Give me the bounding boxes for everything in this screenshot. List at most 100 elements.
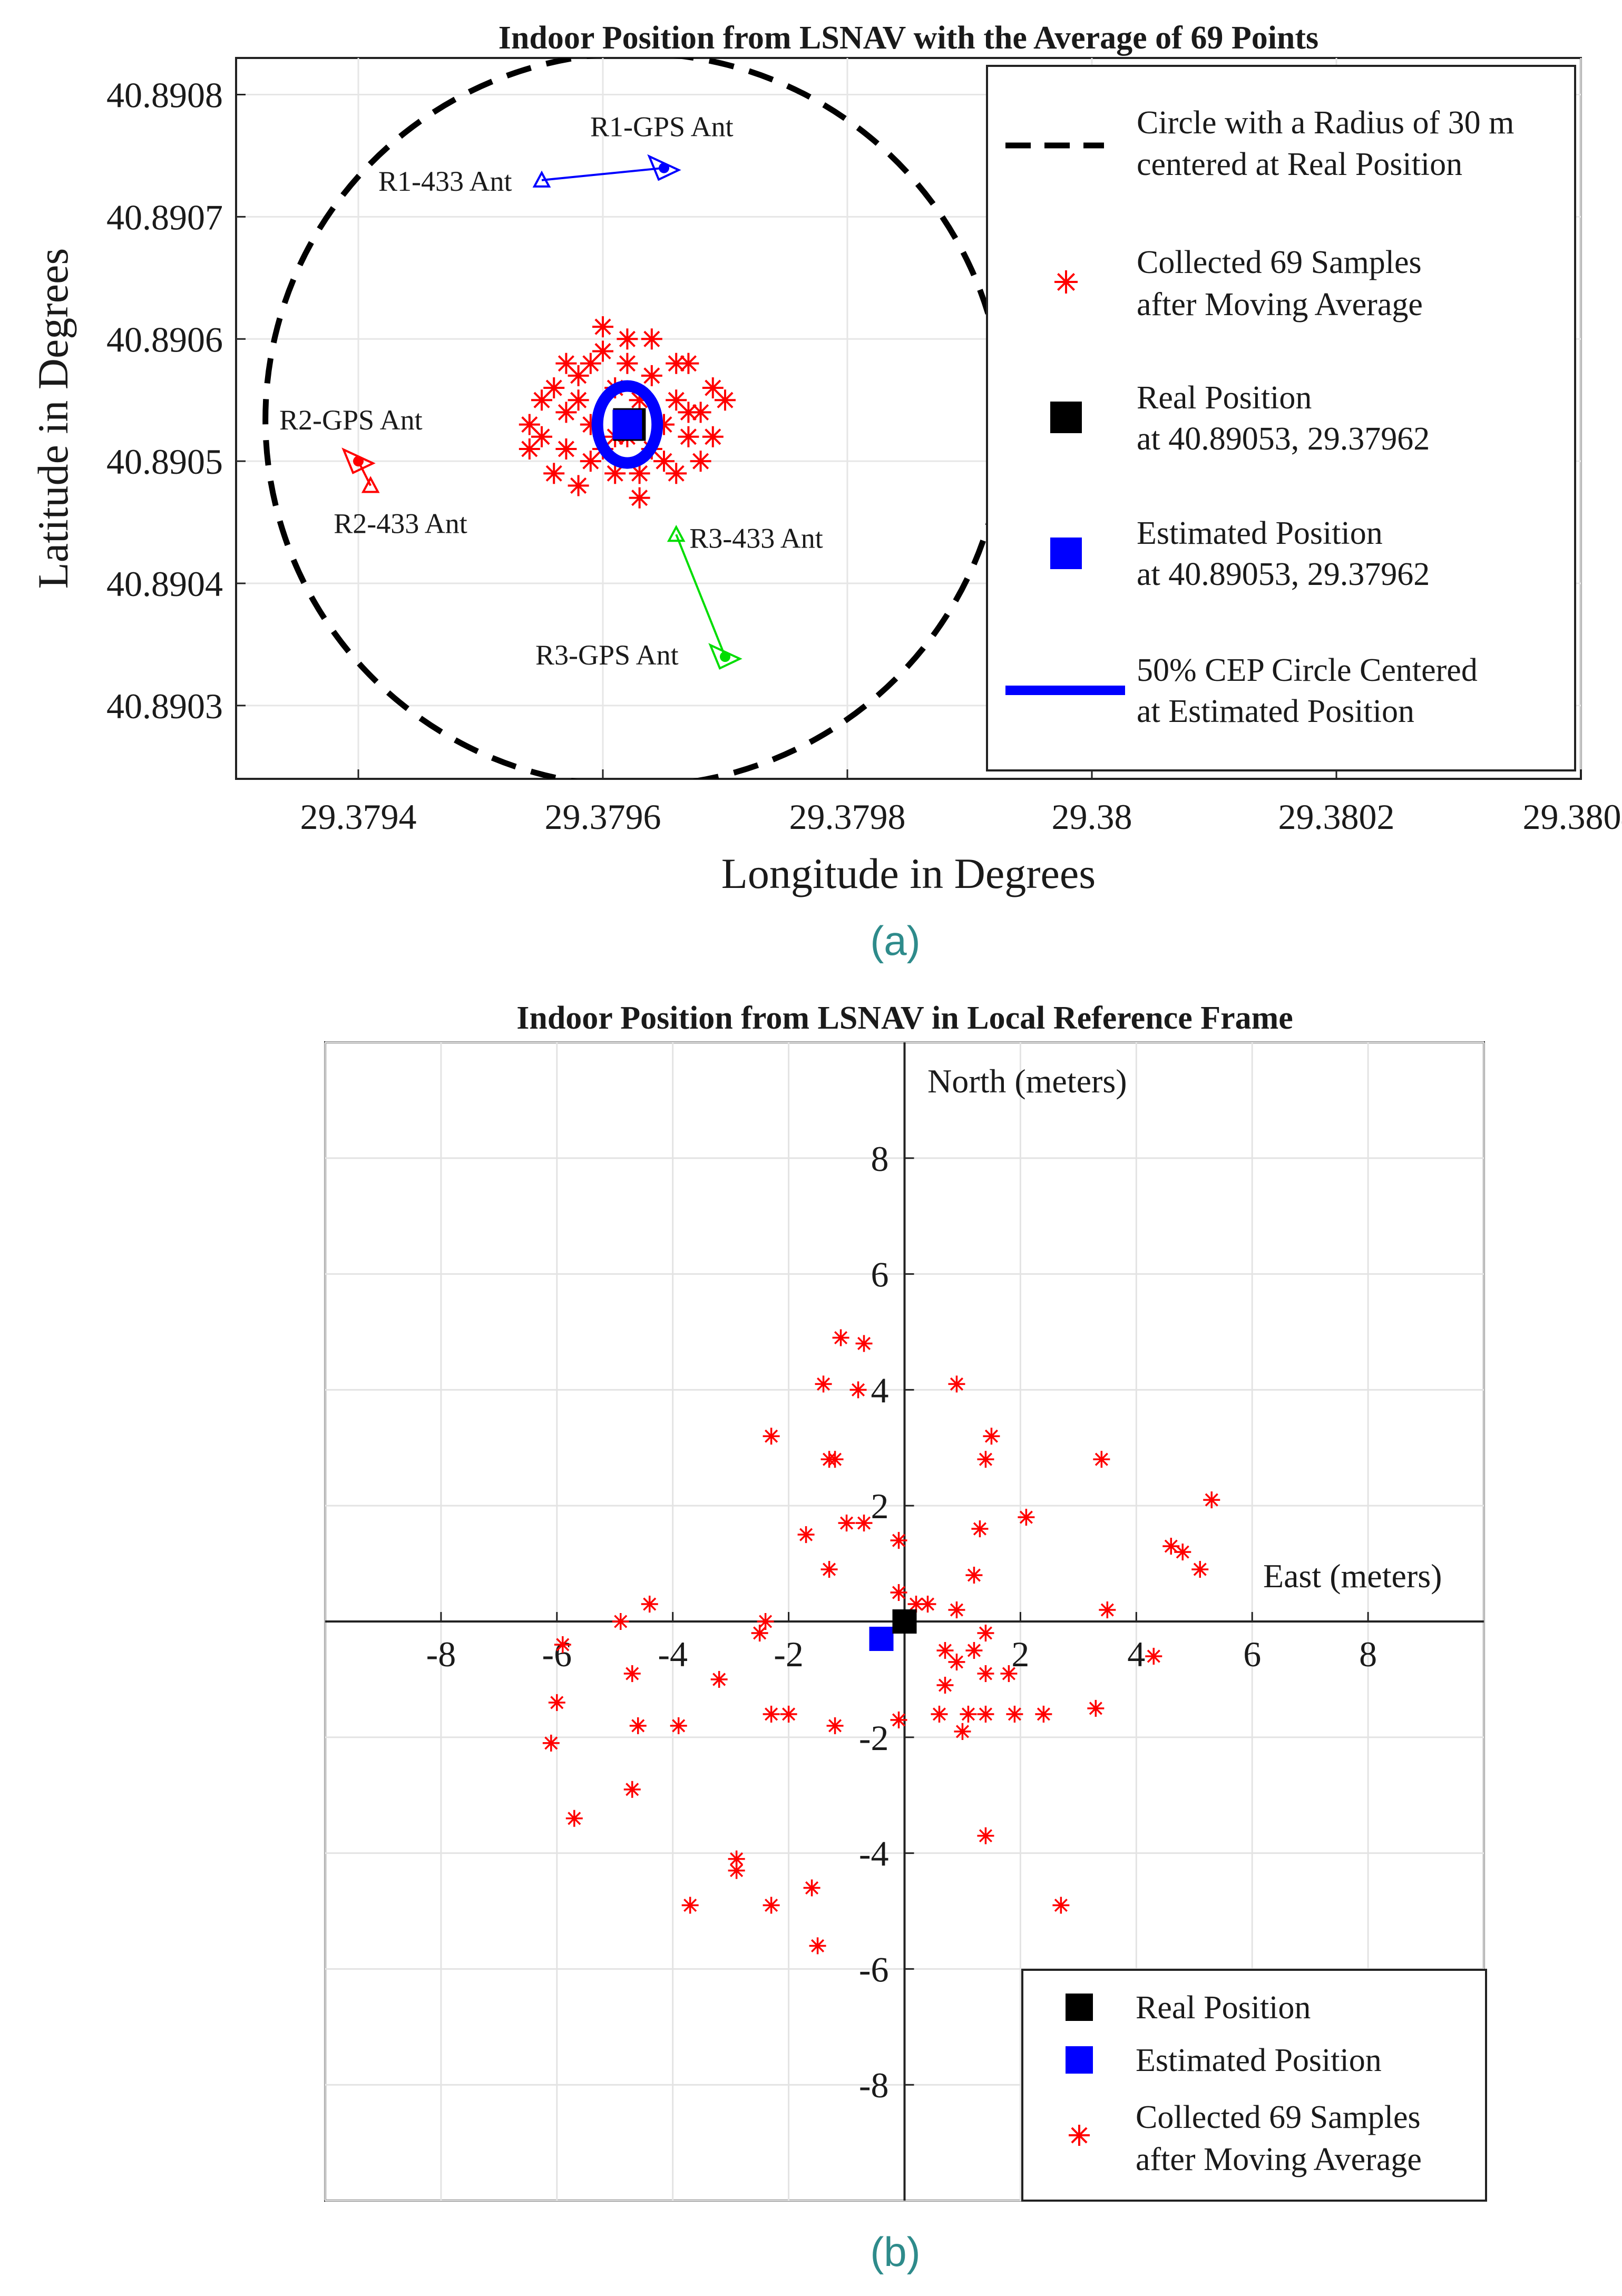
chart-b-sample-point — [931, 1705, 948, 1723]
chart-b-sample-point — [629, 1717, 647, 1734]
chart-b-sample-point — [890, 1532, 907, 1549]
legend-a-real-marker — [1050, 402, 1082, 433]
chart-b-sample-point — [832, 1329, 849, 1346]
chart-b-y-label: North (meters) — [927, 1062, 1127, 1100]
chart-b-sample-point — [965, 1642, 983, 1659]
chart-b-sample-point — [728, 1862, 745, 1879]
legend-a-cep: 50% CEP Circle Centered at Estimated Pos… — [1005, 652, 1478, 729]
chart-b-y-tick-label: 4 — [871, 1370, 889, 1410]
chart-a-x-tick-label: 29.3794 — [300, 797, 417, 837]
receiver-gps-label: R2-GPS Ant — [279, 404, 423, 436]
chart-b-sample-point — [826, 1717, 844, 1734]
chart-b-sample-point — [641, 1596, 658, 1613]
legend-b-real: Real Position — [1066, 1990, 1311, 2026]
receiver-gps-label: R3-GPS Ant — [535, 639, 679, 671]
legend-b-real-label: Real Position — [1136, 1990, 1311, 2026]
chart-b-sample-point — [1035, 1705, 1052, 1723]
chart-a-y-tick-label: 40.8903 — [106, 686, 223, 726]
chart-b-sample-point — [803, 1879, 820, 1897]
chart-a-x-label: Longitude in Degrees — [721, 849, 1096, 897]
chart-a-receivers: R1-433 Ant R1-GPS Ant R2-433 Ant R2-GPS Ant… — [279, 111, 823, 671]
chart-a-sample-point — [617, 328, 638, 350]
chart-a-legend: Circle with a Radius of 30 m centered at… — [986, 65, 1576, 771]
chart-b-sample-point — [542, 1734, 560, 1752]
chart-a-sample-point — [678, 426, 699, 447]
chart-b-x-tick-label: 4 — [1127, 1634, 1145, 1674]
chart-a-sample-point — [629, 487, 650, 509]
chart-b-estimated-position-marker — [869, 1626, 894, 1651]
chart-a-caption: (a) — [870, 917, 920, 964]
chart-b-sample-point — [1006, 1705, 1023, 1723]
chart-a-receiver-r2: R2-433 Ant R2-GPS Ant — [279, 404, 467, 539]
chart-b-sample-point — [919, 1596, 936, 1613]
chart-b-sample-point — [763, 1897, 780, 1914]
chart-panel-b: Indoor Position from LSNAV in Local Refe… — [324, 1000, 1487, 2275]
chart-b-sample-point — [849, 1381, 867, 1399]
legend-a-est: Estimated Position at 40.89053, 29.37962 — [1050, 515, 1430, 592]
chart-a-sample-point — [580, 353, 601, 374]
chart-b-sample-point — [1203, 1491, 1220, 1509]
legend-a-asterisk — [1054, 270, 1078, 294]
chart-a-cep-circle — [591, 380, 663, 469]
legend-b-est-label: Estimated Position — [1136, 2043, 1382, 2078]
chart-a-x-tick-label: 29.38 — [1052, 797, 1132, 837]
chart-a-x-tick-label: 29.3802 — [1278, 797, 1395, 837]
chart-b-sample-point — [936, 1642, 954, 1659]
legend-b-samples-line1: Collected 69 Samples — [1136, 2099, 1421, 2135]
chart-b-legend: Real Position Estimated Position Collect… — [1021, 1969, 1487, 2202]
receiver-433-marker — [667, 525, 686, 542]
chart-b-x-tick-label: -4 — [658, 1634, 688, 1674]
chart-b-sample-point — [548, 1694, 565, 1711]
chart-b-sample-point — [971, 1520, 989, 1538]
chart-b-y-tick-label: -2 — [859, 1718, 889, 1758]
chart-a-sample-point — [617, 353, 638, 374]
legend-a-cep-line2: at Estimated Position — [1137, 693, 1414, 729]
chart-panel-a: Indoor Position from LSNAV with the Aver… — [29, 20, 1622, 964]
receiver-baseline — [675, 534, 726, 657]
chart-b-sample-point — [820, 1561, 838, 1578]
chart-b-sample-point — [1000, 1665, 1018, 1682]
receiver-baseline — [541, 167, 665, 181]
chart-b-sample-point — [612, 1613, 629, 1630]
receiver-433-label: R3-433 Ant — [689, 522, 823, 554]
chart-b-x-label: East (meters) — [1263, 1557, 1442, 1595]
chart-b-sample-point — [623, 1781, 641, 1798]
chart-b-sample-point — [681, 1897, 699, 1914]
chart-b-sample-point — [809, 1937, 826, 1955]
chart-a-x-tick-label: 29.3798 — [789, 797, 906, 837]
legend-a-cep-line1: 50% CEP Circle Centered — [1137, 652, 1478, 688]
chart-a-sample-point — [715, 389, 736, 411]
chart-b-sample-point — [763, 1428, 780, 1445]
chart-b-sample-point — [936, 1676, 954, 1694]
chart-b-sample-point — [960, 1705, 977, 1723]
receiver-433-marker — [532, 170, 551, 188]
legend-a-real: Real Position at 40.89053, 29.37962 — [1050, 380, 1430, 457]
legend-a-samples-line2: after Moving Average — [1137, 287, 1423, 323]
chart-b-sample-point — [826, 1451, 844, 1468]
chart-a-sample-point — [519, 438, 540, 460]
chart-b-sample-point — [763, 1705, 780, 1723]
chart-b-x-tick-label: 6 — [1243, 1634, 1261, 1674]
chart-b-sample-point — [977, 1451, 994, 1468]
legend-a-real-line2: at 40.89053, 29.37962 — [1137, 421, 1430, 457]
legend-b-samples: Collected 69 Samples after Moving Averag… — [1069, 2099, 1422, 2177]
chart-a-sample-point — [666, 463, 687, 484]
chart-b-sample-point — [965, 1567, 983, 1584]
chart-b-sample-point — [1052, 1897, 1070, 1914]
chart-b-y-tick-label: 6 — [871, 1255, 889, 1295]
chart-a-y-tick-label: 40.8907 — [106, 197, 223, 237]
chart-b-sample-point — [797, 1526, 815, 1543]
chart-b-sample-point — [977, 1827, 994, 1844]
chart-b-y-tick-label: -4 — [859, 1834, 889, 1874]
chart-a-sample-point — [690, 451, 711, 472]
chart-b-sample-point — [855, 1515, 873, 1532]
chart-b-sample-point — [948, 1375, 965, 1393]
chart-b-sample-point — [890, 1711, 907, 1728]
chart-a-sample-point — [592, 316, 613, 338]
chart-b-sample-point — [977, 1624, 994, 1642]
chart-b-sample-point — [954, 1723, 971, 1740]
chart-a-receiver-r3: R3-433 Ant R3-GPS Ant — [535, 522, 823, 671]
receiver-433-label: R2-433 Ant — [334, 508, 467, 540]
